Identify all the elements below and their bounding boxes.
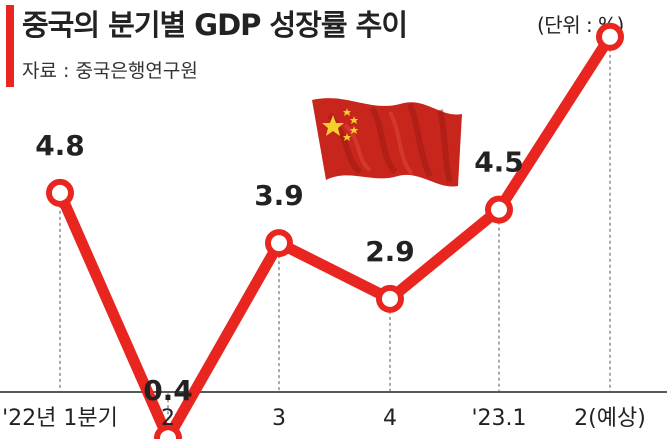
data-point: [596, 22, 624, 51]
source-label: 자료 : 중국은행연구원: [22, 60, 198, 82]
data-point: [376, 284, 404, 313]
data-label: 3.9: [254, 179, 304, 212]
data-label: 2.9: [365, 235, 415, 268]
data-point: [485, 195, 513, 224]
chart-title: 중국의 분기별 GDP 성장률 추이: [22, 8, 408, 42]
x-tick-label: 2(예상): [574, 406, 646, 431]
data-point: [154, 424, 182, 439]
data-point: [265, 229, 293, 258]
data-label: 0.4: [143, 374, 193, 407]
china-flag-icon: [312, 98, 462, 187]
series-line: [54, 31, 616, 439]
header: 중국의 분기별 GDP 성장률 추이 (단위 : %) 자료 : 중국은행연구원: [0, 0, 667, 90]
x-tick-label: 4: [383, 406, 397, 431]
title-accent-bar: [6, 5, 14, 87]
data-label: 4.5: [474, 146, 524, 179]
x-tick-label: '22년 1분기: [2, 406, 118, 431]
x-tick-label: 2: [161, 406, 175, 431]
x-tick-label: '23.1: [471, 406, 526, 431]
x-tick-label: 3: [272, 406, 286, 431]
data-label: 7.6: [585, 0, 635, 6]
data-label: 4.8: [35, 129, 85, 162]
data-point: [46, 178, 74, 207]
